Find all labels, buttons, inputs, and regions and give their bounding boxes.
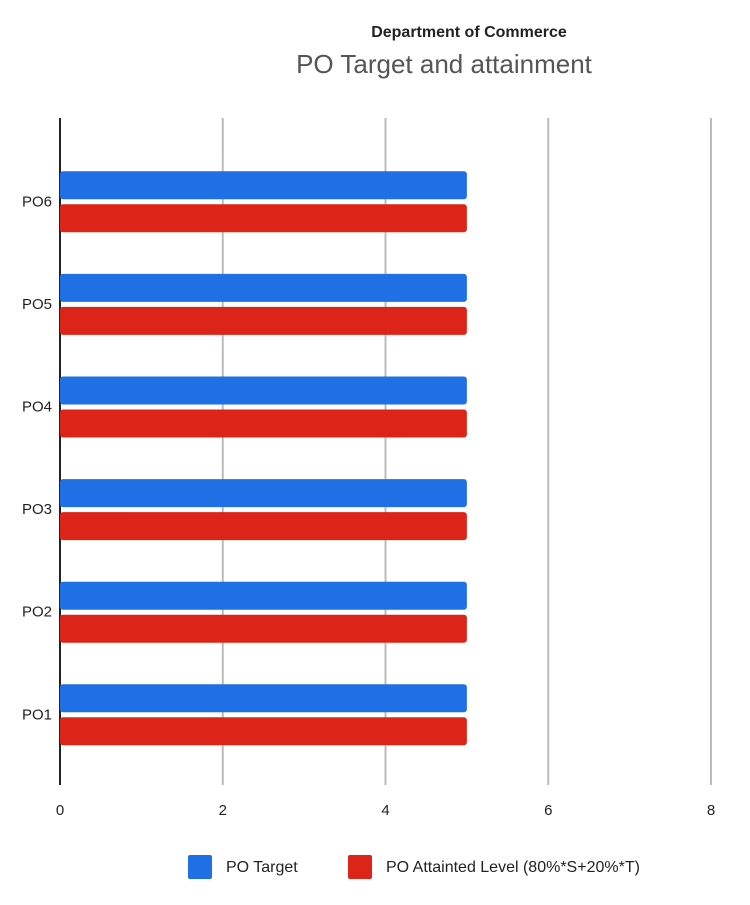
y-tick-label: PO1 — [22, 706, 52, 723]
chart-title: Department of Commerce — [371, 24, 567, 41]
x-tick-label: 6 — [544, 802, 552, 819]
bar — [60, 409, 467, 438]
bar — [60, 376, 467, 405]
bar — [60, 512, 467, 541]
legend-swatch — [348, 855, 372, 879]
x-tick-label: 4 — [381, 802, 389, 819]
y-tick-label: PO3 — [22, 501, 52, 518]
y-tick-label: PO6 — [22, 193, 52, 210]
x-tick-label: 0 — [56, 802, 64, 819]
legend-swatch — [188, 855, 212, 879]
x-tick-label: 8 — [707, 802, 715, 819]
bar — [60, 581, 467, 610]
bar — [60, 171, 467, 200]
bar — [60, 306, 467, 335]
bar — [60, 717, 467, 746]
legend-label: PO Target — [226, 859, 298, 876]
bar — [60, 614, 467, 643]
y-tick-label: PO4 — [22, 398, 52, 415]
bar — [60, 273, 467, 302]
x-tick-label: 2 — [219, 802, 227, 819]
y-tick-label: PO5 — [22, 296, 52, 313]
bar — [60, 479, 467, 508]
legend-label: PO Attainted Level (80%*S+20%*T) — [386, 859, 640, 876]
bar — [60, 204, 467, 233]
bar — [60, 684, 467, 713]
y-tick-label: PO2 — [22, 604, 52, 621]
chart-subtitle: PO Target and attainment — [296, 49, 593, 79]
